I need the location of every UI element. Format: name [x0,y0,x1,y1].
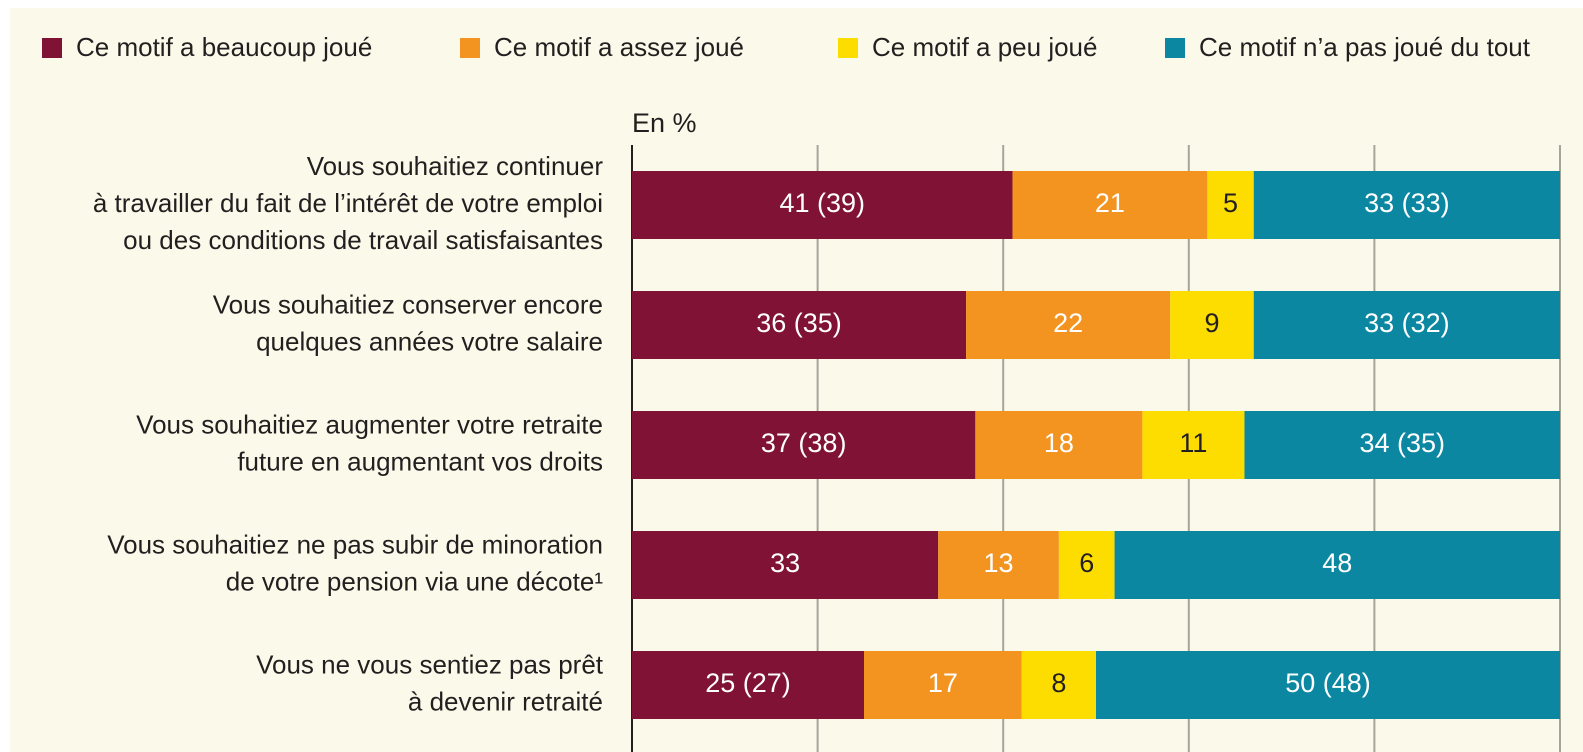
bar-segment [1244,411,1560,479]
bar-segment [1114,531,1560,599]
value-label: 37 (38) [761,428,847,458]
background [10,8,1583,752]
bar-segment [1170,291,1254,359]
bar-segment [1058,531,1115,599]
value-label: 34 (35) [1359,428,1445,458]
legend-swatch [1165,38,1185,58]
bar-segment [1142,411,1245,479]
legend-label: Ce motif a assez joué [494,32,744,62]
bar-segment [632,651,864,719]
bar-segment [632,291,967,359]
legend-label: Ce motif a beaucoup joué [76,32,372,62]
category-label: de votre pension via une décote¹ [226,566,604,596]
category-label: Vous souhaitiez augmenter votre retraite [136,409,603,439]
bar-segment [864,651,1022,719]
bar-segment [1253,171,1560,239]
legend-swatch [460,38,480,58]
bar-segment [1096,651,1560,719]
value-label: 11 [1179,428,1207,458]
value-label: 41 (39) [779,188,865,218]
legend-label: Ce motif n’a pas joué du tout [1199,32,1531,62]
category-label: future en augmentant vos droits [237,446,603,476]
category-label: quelques années votre salaire [256,326,603,356]
value-label: 33 (33) [1364,188,1450,218]
value-label: 25 (27) [705,668,791,698]
category-label: Vous ne vous sentiez pas prêt [256,649,604,679]
value-label: 18 [1044,428,1074,458]
legend-swatch [42,38,62,58]
category-label: Vous souhaitiez conserver encore [213,289,603,319]
value-label: 9 [1204,308,1219,338]
value-label: 6 [1079,548,1094,578]
value-label: 22 [1053,308,1083,338]
value-label: 33 (32) [1364,308,1450,338]
value-label: 13 [984,548,1014,578]
value-label: 21 [1095,188,1125,218]
value-label: 5 [1223,188,1238,218]
value-label: 48 [1322,548,1352,578]
category-label: Vous souhaitiez continuer [307,151,604,181]
bar-segment [632,171,1013,239]
category-label: Vous souhaitiez ne pas subir de minorati… [107,529,603,559]
legend-swatch [838,38,858,58]
bar-segment [966,291,1171,359]
bar-segment [938,531,1059,599]
legend-label: Ce motif a peu joué [872,32,1097,62]
bar-segment [1207,171,1254,239]
value-label: 17 [928,668,958,698]
value-label: 33 [770,548,800,578]
bar-segment [1021,651,1096,719]
value-label: 50 (48) [1285,668,1371,698]
value-label: 36 (35) [756,308,842,338]
value-label: 8 [1051,668,1066,698]
category-label: à travailler du fait de l’intérêt de vot… [93,188,603,218]
bar-segment [1012,171,1208,239]
bar-segment [632,531,939,599]
bar-segment [1253,291,1560,359]
category-label: ou des conditions de travail satisfaisan… [123,225,603,255]
axis-label: En % [632,108,697,138]
bar-segment [632,411,976,479]
bar-segment [975,411,1143,479]
category-label: à devenir retraité [408,686,603,716]
